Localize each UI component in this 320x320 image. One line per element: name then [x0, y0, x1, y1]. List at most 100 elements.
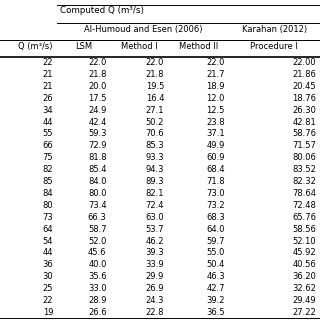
- Text: 20.0: 20.0: [88, 82, 107, 91]
- Text: 21.8: 21.8: [88, 70, 107, 79]
- Text: 26.30: 26.30: [292, 106, 316, 115]
- Text: 71.8: 71.8: [206, 177, 225, 186]
- Text: 72.4: 72.4: [146, 201, 164, 210]
- Text: 18.9: 18.9: [206, 82, 225, 91]
- Text: 82.32: 82.32: [292, 177, 316, 186]
- Text: 73.2: 73.2: [206, 201, 225, 210]
- Text: 17.5: 17.5: [88, 94, 107, 103]
- Text: 80.06: 80.06: [292, 153, 316, 162]
- Text: 58.56: 58.56: [292, 225, 316, 234]
- Text: 39.3: 39.3: [146, 248, 164, 258]
- Text: 68.3: 68.3: [206, 213, 225, 222]
- Text: 37.1: 37.1: [206, 130, 225, 139]
- Text: 66.3: 66.3: [88, 213, 107, 222]
- Text: 33.0: 33.0: [88, 284, 107, 293]
- Text: 94.3: 94.3: [146, 165, 164, 174]
- Text: LSM: LSM: [75, 42, 92, 51]
- Text: 22.0: 22.0: [88, 58, 107, 67]
- Text: 21.86: 21.86: [292, 70, 316, 79]
- Text: 58.7: 58.7: [88, 225, 107, 234]
- Text: 16.4: 16.4: [146, 94, 164, 103]
- Text: 36.5: 36.5: [206, 308, 225, 317]
- Text: 44: 44: [43, 248, 53, 258]
- Text: 27.1: 27.1: [146, 106, 164, 115]
- Text: 72.48: 72.48: [292, 201, 316, 210]
- Text: 42.7: 42.7: [206, 284, 225, 293]
- Text: Q (m³/s): Q (m³/s): [18, 42, 52, 51]
- Text: 84.0: 84.0: [88, 177, 107, 186]
- Text: 22.00: 22.00: [292, 58, 316, 67]
- Text: 19: 19: [43, 308, 53, 317]
- Text: 18.76: 18.76: [292, 94, 316, 103]
- Text: 45.6: 45.6: [88, 248, 107, 258]
- Text: 81.8: 81.8: [88, 153, 107, 162]
- Text: 24.9: 24.9: [88, 106, 107, 115]
- Text: 26: 26: [43, 94, 53, 103]
- Text: Method II: Method II: [179, 42, 218, 51]
- Text: 80: 80: [43, 201, 53, 210]
- Text: 40.56: 40.56: [292, 260, 316, 269]
- Text: 73.0: 73.0: [206, 189, 225, 198]
- Text: 46.2: 46.2: [146, 236, 164, 245]
- Text: 21.7: 21.7: [206, 70, 225, 79]
- Text: 73.4: 73.4: [88, 201, 107, 210]
- Text: 23.8: 23.8: [206, 117, 225, 127]
- Text: 24.3: 24.3: [146, 296, 164, 305]
- Text: 29.9: 29.9: [146, 272, 164, 281]
- Text: 33.9: 33.9: [146, 260, 164, 269]
- Text: 22.0: 22.0: [146, 58, 164, 67]
- Text: 58.76: 58.76: [292, 130, 316, 139]
- Text: 46.3: 46.3: [206, 272, 225, 281]
- Text: Computed Q (m³/s): Computed Q (m³/s): [60, 6, 144, 15]
- Text: 55: 55: [43, 130, 53, 139]
- Text: 45.92: 45.92: [292, 248, 316, 258]
- Text: 80.0: 80.0: [88, 189, 107, 198]
- Text: 21.8: 21.8: [146, 70, 164, 79]
- Text: 22: 22: [43, 58, 53, 67]
- Text: 64: 64: [43, 225, 53, 234]
- Text: 22: 22: [43, 296, 53, 305]
- Text: 21: 21: [43, 70, 53, 79]
- Text: 44: 44: [43, 117, 53, 127]
- Text: 25: 25: [43, 284, 53, 293]
- Text: 29.49: 29.49: [292, 296, 316, 305]
- Text: 35.6: 35.6: [88, 272, 107, 281]
- Text: 84: 84: [43, 189, 53, 198]
- Text: 27.22: 27.22: [292, 308, 316, 317]
- Text: 64.0: 64.0: [206, 225, 225, 234]
- Text: Procedure I: Procedure I: [251, 42, 298, 51]
- Text: 12.5: 12.5: [207, 106, 225, 115]
- Text: 32.62: 32.62: [292, 284, 316, 293]
- Text: 93.3: 93.3: [146, 153, 164, 162]
- Text: 83.52: 83.52: [292, 165, 316, 174]
- Text: 89.3: 89.3: [146, 177, 164, 186]
- Text: 26.6: 26.6: [88, 308, 107, 317]
- Text: 22.0: 22.0: [207, 58, 225, 67]
- Text: Karahan (2012): Karahan (2012): [242, 25, 307, 34]
- Text: 42.81: 42.81: [292, 117, 316, 127]
- Text: 85.4: 85.4: [88, 165, 107, 174]
- Text: 39.2: 39.2: [206, 296, 225, 305]
- Text: 59.7: 59.7: [206, 236, 225, 245]
- Text: Method I: Method I: [121, 42, 157, 51]
- Text: 50.4: 50.4: [207, 260, 225, 269]
- Text: 82: 82: [43, 165, 53, 174]
- Text: 68.4: 68.4: [206, 165, 225, 174]
- Text: 30: 30: [43, 272, 53, 281]
- Text: 21: 21: [43, 82, 53, 91]
- Text: 52.0: 52.0: [88, 236, 107, 245]
- Text: 71.57: 71.57: [292, 141, 316, 150]
- Text: 52.10: 52.10: [292, 236, 316, 245]
- Text: 53.7: 53.7: [146, 225, 164, 234]
- Text: 36.20: 36.20: [292, 272, 316, 281]
- Text: 59.3: 59.3: [88, 130, 107, 139]
- Text: 22.8: 22.8: [146, 308, 164, 317]
- Text: 54: 54: [43, 236, 53, 245]
- Text: 85: 85: [43, 177, 53, 186]
- Text: 73: 73: [42, 213, 53, 222]
- Text: 50.2: 50.2: [146, 117, 164, 127]
- Text: 72.9: 72.9: [88, 141, 107, 150]
- Text: 60.9: 60.9: [206, 153, 225, 162]
- Text: 63.0: 63.0: [146, 213, 164, 222]
- Text: 36: 36: [42, 260, 53, 269]
